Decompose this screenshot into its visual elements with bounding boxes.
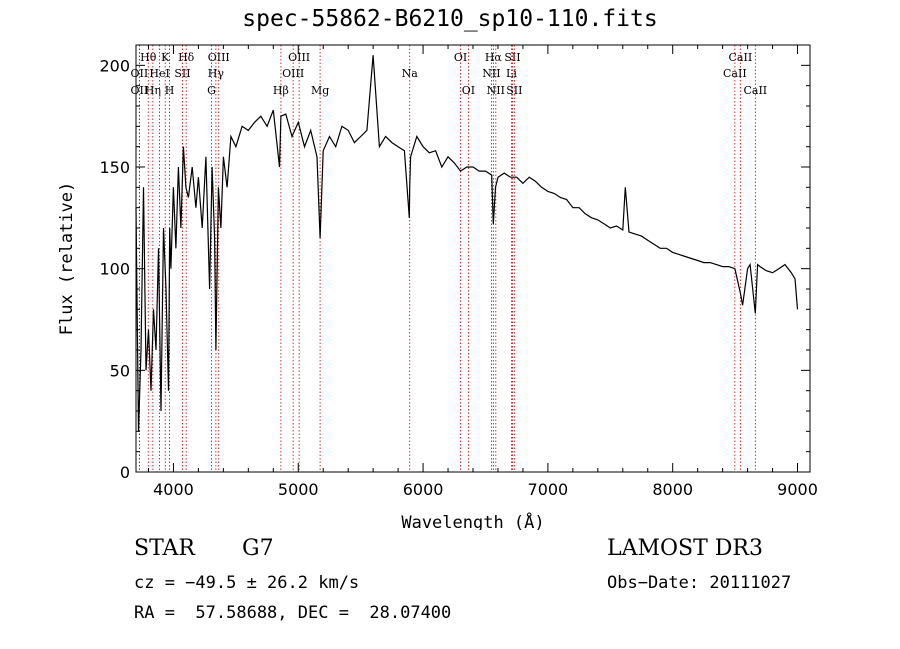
marker-label-22: SII [504,51,520,64]
marker-label-23: Li [506,67,517,80]
marker-label-27: CaII [743,84,767,97]
marker-label-0: Hθ [140,51,157,64]
marker-label-8: Hδ [178,51,195,64]
y-tick-label: 200 [99,56,130,75]
x-tick-label: 9000 [777,480,818,499]
spectral-class: G7 [242,536,274,561]
marker-label-11: G [207,84,216,97]
x-axis: 4000 5000 6000 7000 8000 9000 [147,45,818,499]
marker-label-16: Na [402,67,419,80]
spectrum-line [135,55,799,432]
x-tick-label: 8000 [652,480,693,499]
marker-label-2: Hη [145,84,161,97]
marker-label-18: OI [462,84,475,97]
redshift-cz: cz = −49.5 ± 26.2 km/s [134,573,360,593]
marker-label-3: OII [131,84,149,97]
marker-label-24: SII [506,84,522,97]
y-axis-label: Flux (relative) [57,182,77,336]
x-axis-label: Wavelength (Å) [401,511,544,530]
marker-label-26: CaII [723,67,747,80]
object-type: STAR [134,536,195,561]
survey-name: LAMOST DR3 [607,536,763,561]
x-tick-label: 6000 [403,480,444,499]
marker-label-9: OIII [208,51,230,64]
marker-label-21: NII [487,84,505,97]
marker-label-17: OI [454,51,467,64]
marker-label-25: CaII [729,51,753,64]
plot-frame [135,44,811,473]
ra-dec: RA = 57.58688, DEC = 28.07400 [134,603,452,623]
y-tick-label: 150 [99,158,130,177]
marker-label-7: SII [174,67,190,80]
marker-label-5: K [161,51,170,64]
y-tick-label: 0 [120,463,130,482]
x-tick-label: 5000 [278,480,319,499]
marker-label-14: OIII [282,67,304,80]
marker-label-19: Hα [485,51,503,64]
chart-title: spec-55862-B6210_sp10-110.fits [242,6,658,32]
marker-label-10: Hγ [208,67,225,80]
marker-label-12: Hβ [273,84,289,97]
x-tick-label: 4000 [153,480,194,499]
x-tick-label: 7000 [528,480,569,499]
y-axis: 0 50 100 150 200 [99,56,810,482]
marker-label-13: OIII [288,51,310,64]
y-tick-label: 50 [110,361,130,380]
marker-label-15: Mg [311,84,329,97]
marker-label-20: NII [482,67,500,80]
marker-label-6: H [165,84,175,97]
y-tick-label: 100 [99,260,130,279]
obs-date: Obs−Date: 20111027 [607,573,792,593]
marker-label-4: HeI [149,67,169,80]
